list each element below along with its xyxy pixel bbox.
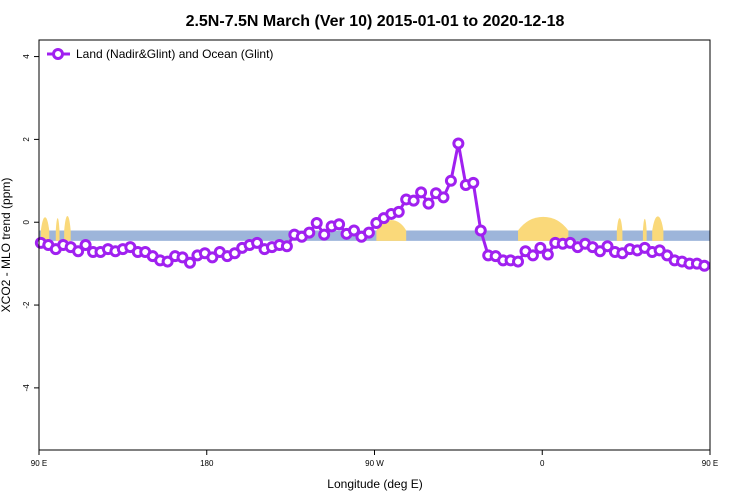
data-point <box>362 226 375 239</box>
data-point <box>698 259 711 272</box>
data-point <box>79 239 92 251</box>
data-point <box>206 251 219 264</box>
data-point <box>541 248 554 261</box>
legend-label: Land (Nadir&Glint) and Ocean (Glint) <box>76 47 273 61</box>
legend: Land (Nadir&Glint) and Ocean (Glint) <box>47 47 273 61</box>
data-point <box>310 217 323 230</box>
land-segment <box>652 216 664 241</box>
data-point <box>407 194 420 207</box>
chart-title: 2.5N-7.5N March (Ver 10) 2015-01-01 to 2… <box>186 13 565 30</box>
land-segment <box>64 216 71 241</box>
land-segment <box>642 218 647 241</box>
plot-frame <box>38 39 711 451</box>
data-point <box>452 137 465 150</box>
legend-marker <box>52 48 64 60</box>
axes: 90 E 180 90 W 0 90 E -4 -2 0 2 4 <box>22 54 718 468</box>
data-point <box>183 256 196 269</box>
data-point <box>280 240 293 253</box>
series-layer <box>34 137 711 272</box>
land-segment <box>376 220 407 241</box>
data-point <box>422 197 435 210</box>
data-point <box>415 186 428 199</box>
y-tick-label: 0 <box>22 219 31 224</box>
land-segment <box>40 217 50 241</box>
data-point <box>534 241 547 254</box>
data-point <box>333 218 346 231</box>
data-point <box>303 226 316 239</box>
land-segment <box>518 216 569 241</box>
land-ocean-band <box>39 216 710 241</box>
data-point <box>318 228 331 241</box>
x-tick-label: 90 E <box>702 459 718 468</box>
data-point <box>176 251 189 264</box>
y-axis-label: XCO2 - MLO trend (ppm) <box>0 178 13 313</box>
data-point <box>526 249 539 262</box>
y-tick-label: 2 <box>22 137 31 142</box>
y-tick-label: -2 <box>22 301 31 309</box>
data-point <box>161 255 174 268</box>
y-tick-label: -4 <box>22 384 31 392</box>
plot-area <box>39 216 710 241</box>
y-tick-label: 4 <box>22 54 31 59</box>
data-point <box>72 245 85 258</box>
data-point <box>444 174 457 187</box>
data-point <box>474 224 487 237</box>
ocean-band <box>39 230 710 241</box>
data-point <box>512 255 525 268</box>
x-tick-label: 180 <box>200 459 214 468</box>
data-point <box>467 176 480 189</box>
data-point <box>347 224 360 237</box>
data-point <box>392 205 405 218</box>
x-tick-label: 90 E <box>31 459 47 468</box>
data-point <box>437 191 450 204</box>
data-point <box>601 240 614 253</box>
x-tick-label: 0 <box>540 459 545 468</box>
land-segment <box>55 218 60 241</box>
x-axis-label: Longitude (deg E) <box>327 477 422 491</box>
data-point <box>228 247 241 260</box>
x-tick-label: 90 W <box>365 459 384 468</box>
land-segment <box>616 218 623 241</box>
data-point <box>251 236 264 249</box>
